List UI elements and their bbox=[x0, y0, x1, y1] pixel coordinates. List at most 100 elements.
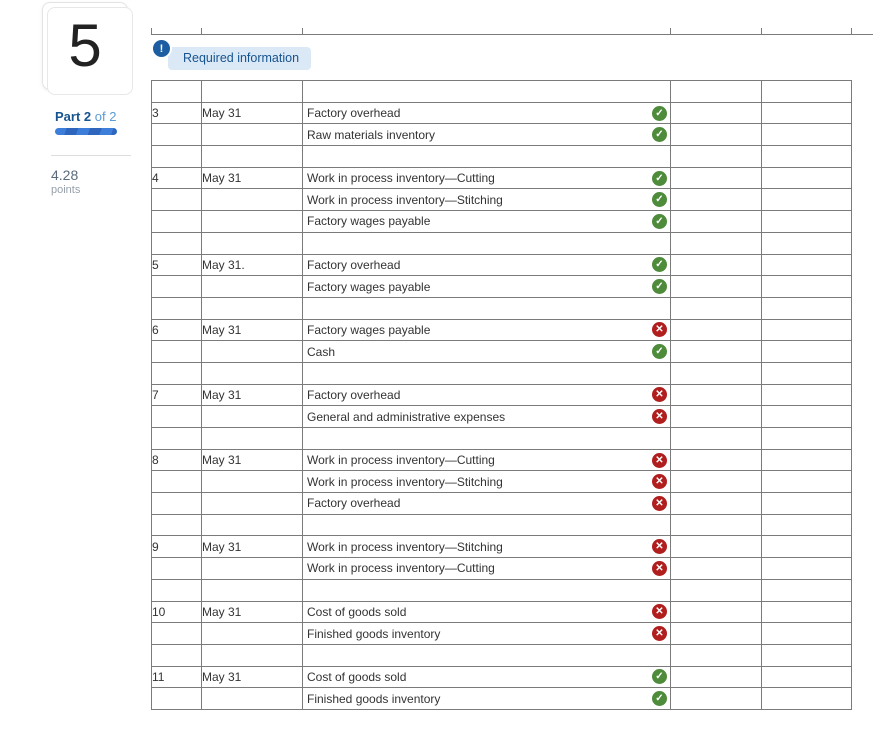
incorrect-icon: ✕ bbox=[652, 322, 667, 338]
account-name: Work in process inventory—Stitching bbox=[307, 539, 503, 554]
date-cell-empty bbox=[201, 513, 303, 537]
account-cell-content: Finished goods inventory ✓ bbox=[304, 689, 670, 709]
credit-cell-empty bbox=[761, 361, 852, 385]
separator-row bbox=[151, 578, 852, 602]
date-cell bbox=[201, 687, 303, 710]
journal-line-row: Work in process inventory—Cutting ✕ bbox=[151, 557, 852, 580]
entry-number-cell bbox=[151, 188, 202, 212]
debit-cell bbox=[670, 188, 762, 212]
date-cell bbox=[201, 188, 303, 212]
journal-line-row: 4 May 31 Work in process inventory—Cutting… bbox=[151, 166, 852, 190]
number-cell-empty bbox=[151, 578, 202, 602]
part-indicator-bold: Part 2 bbox=[55, 109, 92, 124]
account-cell: Cost of goods sold ✓ bbox=[302, 665, 671, 689]
journal-line-row: 10 May 31 Cost of goods sold ✕ bbox=[151, 600, 852, 624]
date-cell bbox=[201, 622, 303, 645]
debit-cell bbox=[670, 318, 762, 342]
part-indicator: Part 2 of 2 bbox=[55, 109, 116, 124]
account-cell-content: Factory overhead ✓ bbox=[304, 103, 670, 123]
number-cell-empty bbox=[151, 513, 202, 537]
debit-cell-empty bbox=[670, 427, 762, 450]
entry-number-cell: 3 bbox=[151, 101, 202, 125]
credit-cell-empty bbox=[761, 80, 852, 103]
credit-cell-empty bbox=[761, 231, 852, 255]
separator-row bbox=[151, 513, 852, 537]
account-name: Cost of goods sold bbox=[307, 604, 407, 619]
correct-icon: ✓ bbox=[652, 127, 667, 143]
credit-cell bbox=[761, 470, 852, 494]
debit-cell bbox=[670, 557, 762, 580]
entry-number-cell bbox=[151, 210, 202, 233]
account-name: Factory overhead bbox=[307, 106, 401, 121]
correct-icon: ✓ bbox=[652, 170, 667, 186]
account-cell-empty bbox=[302, 231, 671, 255]
date-cell-empty bbox=[201, 296, 303, 320]
correct-icon: ✓ bbox=[652, 213, 667, 229]
part-indicator-rest: of 2 bbox=[91, 109, 117, 124]
table-gridline bbox=[851, 28, 852, 34]
correct-icon: ✓ bbox=[652, 257, 667, 273]
number-cell-empty bbox=[151, 296, 202, 320]
account-name: Raw materials inventory bbox=[307, 127, 436, 142]
entry-number-cell bbox=[151, 492, 202, 515]
account-cell-content: Cash ✓ bbox=[304, 342, 670, 362]
debit-cell bbox=[670, 123, 762, 147]
date-cell bbox=[201, 492, 303, 515]
question-number-card: 5 bbox=[42, 2, 133, 95]
table-gridline bbox=[761, 28, 762, 34]
account-name: Factory overhead bbox=[307, 387, 401, 402]
account-cell-empty bbox=[302, 80, 671, 103]
entry-number-cell bbox=[151, 123, 202, 147]
entry-number-cell: 11 bbox=[151, 665, 202, 689]
account-cell: Finished goods inventory ✕ bbox=[302, 622, 671, 645]
account-cell-content: Cost of goods sold ✓ bbox=[304, 667, 670, 687]
account-cell-empty bbox=[302, 643, 671, 667]
account-cell-content: Work in process inventory—Stitching ✕ bbox=[304, 472, 670, 492]
journal-line-row: General and administrative expenses ✕ bbox=[151, 405, 852, 428]
points-value: 4.28 bbox=[51, 167, 79, 183]
journal-line-row: Factory wages payable ✓ bbox=[151, 210, 852, 233]
account-cell: Factory overhead ✓ bbox=[302, 253, 671, 277]
account-cell-content: Finished goods inventory ✕ bbox=[304, 624, 670, 644]
journal-line-row: Factory overhead ✕ bbox=[151, 492, 852, 515]
number-cell-empty bbox=[151, 80, 202, 103]
journal-line-row: 5 May 31. Factory overhead ✓ bbox=[151, 253, 852, 277]
debit-cell bbox=[670, 470, 762, 494]
incorrect-icon: ✕ bbox=[652, 474, 667, 490]
header-row bbox=[151, 80, 852, 103]
credit-cell bbox=[761, 557, 852, 580]
account-name: Work in process inventory—Stitching bbox=[307, 474, 503, 489]
account-cell: Factory overhead ✓ bbox=[302, 101, 671, 125]
account-cell-empty bbox=[302, 361, 671, 385]
separator-row bbox=[151, 231, 852, 255]
account-name: Work in process inventory—Cutting bbox=[307, 453, 495, 468]
account-cell-content: Work in process inventory—Stitching ✕ bbox=[304, 537, 670, 557]
date-cell: May 31 bbox=[201, 665, 303, 689]
account-cell-empty bbox=[302, 578, 671, 602]
account-name: Factory overhead bbox=[307, 496, 401, 511]
entry-number-cell bbox=[151, 557, 202, 580]
credit-cell-empty bbox=[761, 296, 852, 320]
journal-line-row: 11 May 31 Cost of goods sold ✓ bbox=[151, 665, 852, 689]
date-cell: May 31 bbox=[201, 448, 303, 472]
date-cell-empty bbox=[201, 231, 303, 255]
entry-number-cell: 6 bbox=[151, 318, 202, 342]
account-cell-content: Work in process inventory—Cutting ✕ bbox=[304, 559, 670, 579]
correct-icon: ✓ bbox=[652, 192, 667, 208]
debit-cell-empty bbox=[670, 231, 762, 255]
credit-cell bbox=[761, 166, 852, 190]
number-cell-empty bbox=[151, 361, 202, 385]
journal-line-row: Finished goods inventory ✕ bbox=[151, 622, 852, 645]
date-cell-empty bbox=[201, 80, 303, 103]
entry-number-cell bbox=[151, 405, 202, 428]
account-cell-content: Raw materials inventory ✓ bbox=[304, 125, 670, 145]
required-information-badge: Required information bbox=[168, 47, 312, 70]
account-cell: Finished goods inventory ✓ bbox=[302, 687, 671, 710]
correct-icon: ✓ bbox=[652, 105, 667, 121]
account-cell-empty bbox=[302, 145, 671, 168]
account-cell-content: Factory wages payable ✕ bbox=[304, 320, 670, 340]
debit-cell bbox=[670, 535, 762, 559]
debit-cell bbox=[670, 405, 762, 428]
debit-cell bbox=[670, 210, 762, 233]
date-cell bbox=[201, 557, 303, 580]
